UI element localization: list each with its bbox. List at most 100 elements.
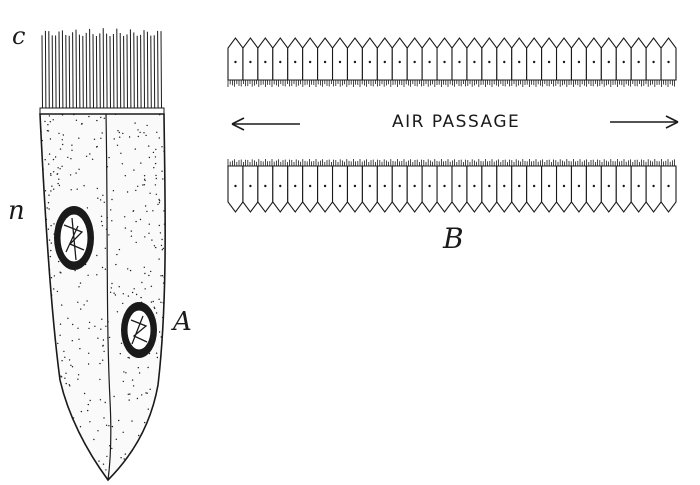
cell-nucleus-dot	[592, 60, 596, 64]
epithelial-cell	[317, 165, 334, 213]
cell-nucleus-dot	[562, 60, 566, 64]
epithelial-cell	[257, 37, 274, 81]
epithelial-cell	[585, 165, 602, 213]
stipple-dot	[47, 228, 50, 230]
stipple-dot	[53, 188, 55, 190]
stipple-dot	[71, 340, 74, 342]
stipple-dot	[142, 184, 144, 186]
lower-epithelium-row	[227, 159, 677, 213]
stipple-dot	[50, 173, 52, 175]
stipple-dot	[63, 350, 65, 353]
cell-nucleus-dot	[443, 60, 446, 64]
stipple-dot	[114, 294, 117, 296]
stipple-dot	[165, 118, 166, 120]
stipple-dot	[137, 129, 139, 131]
stipple-dot	[102, 463, 105, 465]
epithelial-cell	[287, 37, 304, 81]
stipple-dot	[83, 392, 86, 395]
stipple-dot	[139, 131, 141, 134]
stipple-dot	[148, 223, 150, 225]
stipple-dot	[46, 466, 48, 468]
stipple-dot	[43, 271, 45, 273]
stipple-dot	[144, 288, 146, 290]
stipple-dot	[162, 302, 164, 304]
stipple-dot	[62, 438, 65, 441]
nucleus-a	[121, 302, 157, 358]
cilium	[116, 28, 118, 111]
stipple-dot	[79, 426, 82, 428]
cell-nucleus-dot	[308, 184, 312, 188]
stipple-dot	[158, 443, 160, 446]
cell-nucleus-dot	[383, 184, 386, 188]
cell-nucleus-dot	[338, 60, 342, 64]
stipple-dot	[41, 436, 43, 438]
stipple-dot	[143, 473, 145, 476]
stipple-dot	[143, 467, 146, 470]
stipple-dot	[124, 227, 127, 229]
stipple-dot	[42, 374, 45, 377]
cell-nucleus-dot	[279, 60, 282, 64]
stipple-dot	[71, 144, 73, 146]
stipple-dot	[40, 228, 41, 230]
stipple-dot	[43, 347, 46, 349]
stipple-dot	[164, 354, 166, 356]
cilium	[92, 34, 94, 111]
stipple-dot	[89, 399, 91, 402]
cilium	[65, 34, 67, 111]
stipple-dot	[55, 398, 57, 401]
stipple-dot	[77, 327, 79, 329]
stipple-dot	[57, 342, 59, 345]
stipple-dot	[157, 468, 159, 470]
stipple-dot	[40, 187, 42, 190]
cell-nucleus-dot	[249, 60, 252, 64]
cell-nucleus-dot	[279, 184, 282, 188]
epithelial-cell	[302, 37, 319, 81]
air-passage-diagram	[227, 37, 679, 213]
epithelial-cell	[421, 37, 438, 81]
stipple-dot	[108, 234, 110, 236]
stipple-dot	[127, 268, 129, 270]
label-figure-a: A	[173, 307, 192, 337]
stipple-dot	[91, 158, 94, 160]
epithelial-cell	[645, 37, 662, 81]
stipple-dot	[137, 185, 139, 187]
stipple-dot	[154, 156, 157, 158]
stipple-dot	[50, 327, 53, 330]
stipple-dot	[57, 446, 60, 449]
stipple-dot	[96, 187, 99, 190]
epithelial-cell	[526, 165, 543, 213]
stipple-dot	[46, 130, 49, 132]
stipple-dot	[68, 384, 71, 386]
stipple-dot	[96, 254, 98, 257]
stipple-dot	[100, 220, 103, 223]
stipple-dot	[162, 360, 164, 362]
stipple-dot	[162, 178, 164, 180]
stipple-dot	[79, 282, 82, 284]
stipple-dot	[138, 372, 141, 374]
stipple-dot	[50, 242, 52, 244]
left-arrow	[231, 117, 300, 131]
stipple-dot	[101, 132, 103, 134]
stipple-dot	[110, 287, 113, 289]
stipple-dot	[140, 296, 142, 299]
stipple-dot	[150, 270, 152, 273]
stipple-dot	[120, 152, 122, 154]
stipple-dot	[118, 131, 121, 134]
stipple-dot	[78, 440, 80, 442]
stipple-dot	[60, 375, 62, 377]
stipple-dot	[111, 220, 113, 222]
stipple-dot	[153, 406, 155, 408]
stipple-dot	[41, 237, 44, 240]
stipple-dot	[51, 329, 53, 331]
epithelial-cell	[227, 165, 244, 213]
stipple-dot	[50, 395, 52, 397]
stipple-dot	[67, 156, 69, 159]
cell-nucleus-dot	[368, 60, 372, 64]
stipple-dot	[42, 336, 45, 338]
stipple-dot	[137, 469, 139, 471]
stipple-dot	[43, 246, 45, 249]
stipple-dot	[53, 452, 55, 455]
cell-nucleus-dot	[398, 184, 401, 188]
stipple-dot	[149, 388, 151, 390]
stipple-dot	[164, 423, 166, 426]
